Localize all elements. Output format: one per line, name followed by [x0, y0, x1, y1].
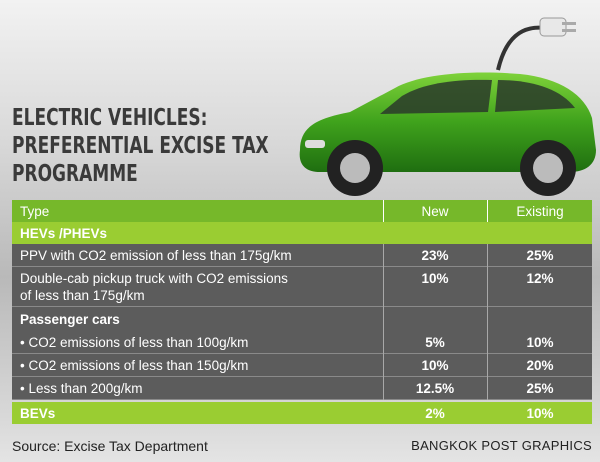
table-row [12, 200, 592, 222]
value-cell: 12.5% [415, 381, 455, 396]
type-cell: • Less than 200g/km [20, 381, 143, 396]
value-cell: 12% [526, 271, 554, 286]
value-cell: 23% [421, 248, 449, 263]
table-row [12, 307, 592, 331]
type-cell: PPV with CO2 emission of less than 175g/… [20, 248, 292, 263]
credit: BANGKOK POST GRAPHICS [411, 438, 592, 453]
type-cell: • CO2 emissions of less than 100g/km [20, 335, 249, 350]
source-note: Source: Excise Tax Department [12, 438, 208, 454]
table-row [12, 354, 592, 377]
column-divider [487, 244, 488, 400]
title-line: PREFERENTIAL EXCISE TAX [12, 133, 269, 159]
value-cell: New [421, 204, 449, 219]
type-cell: • CO2 emissions of less than 150g/km [20, 358, 249, 373]
row-divider [12, 306, 592, 307]
table-row [12, 331, 592, 354]
value-cell: 2% [425, 406, 445, 421]
column-header: Type [20, 204, 50, 219]
value-cell: 10% [526, 335, 554, 350]
group-header: HEVs /PHEVs [20, 226, 108, 241]
row-divider [12, 266, 592, 267]
column-divider [383, 200, 384, 222]
group-header: BEVs [20, 406, 56, 421]
value-cell: Existing [516, 204, 564, 219]
value-cell: 10% [526, 406, 554, 421]
subgroup-header: Passenger cars [20, 312, 120, 327]
car-illustration [299, 17, 596, 196]
row-divider [12, 376, 592, 377]
value-cell: 20% [526, 358, 554, 373]
table-row [12, 267, 592, 307]
value-cell: 10% [421, 358, 449, 373]
value-cell: 5% [425, 335, 445, 350]
value-cell: 25% [526, 381, 554, 396]
type-cell: of less than 175g/km [20, 288, 145, 303]
column-divider [487, 200, 488, 222]
title-line: PROGRAMME [12, 161, 138, 187]
value-cell: 25% [526, 248, 554, 263]
type-cell: Double-cab pickup truck with CO2 emissio… [20, 271, 288, 286]
table-row [12, 402, 592, 424]
row-divider [12, 353, 592, 354]
table-row [12, 222, 592, 244]
column-divider [383, 244, 384, 400]
title-line: ELECTRIC VEHICLES: [12, 105, 208, 131]
table-row [12, 377, 592, 400]
table-row [12, 244, 592, 267]
row-divider [12, 399, 592, 400]
value-cell: 10% [421, 271, 449, 286]
